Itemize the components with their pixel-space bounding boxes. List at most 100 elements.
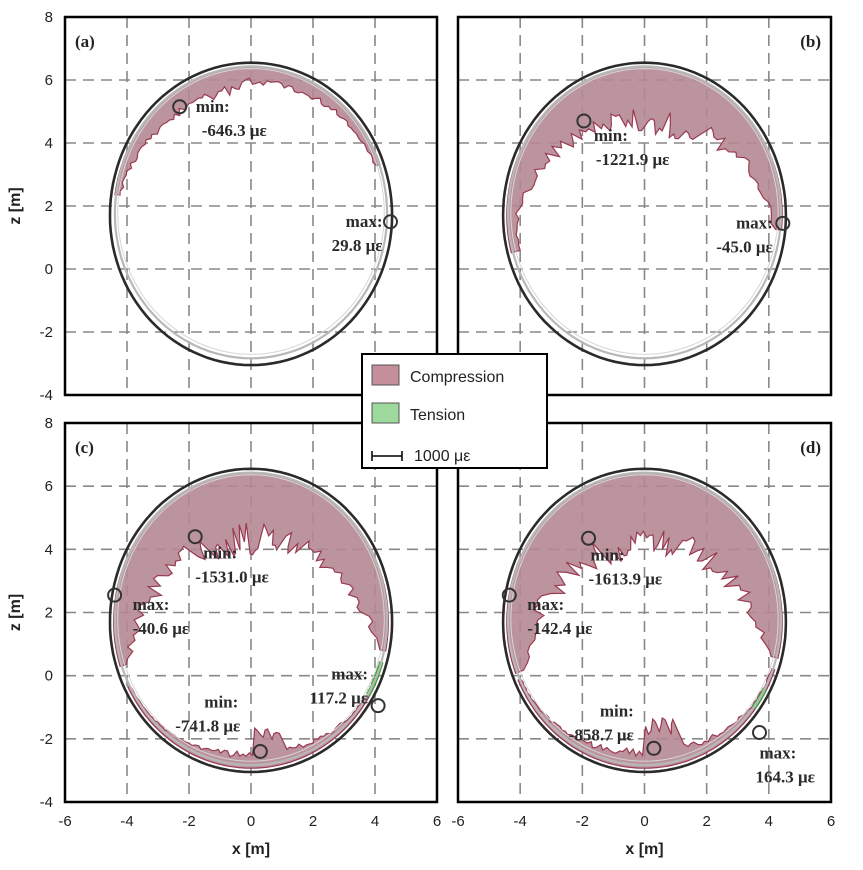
min-value: -1613.9 με <box>589 569 663 588</box>
max-marker <box>383 214 398 230</box>
compression-swatch <box>371 364 400 386</box>
y-tick-label: -2 <box>40 324 53 341</box>
max-value: 117.2 με <box>310 689 368 708</box>
max-value: 29.8 με <box>332 236 383 255</box>
panel-label: (c) <box>75 438 94 457</box>
max-value: -45.0 με <box>716 237 773 256</box>
max-label: max: <box>346 212 383 231</box>
plot-frame <box>63 15 439 397</box>
min-value: -1221.9 με <box>596 150 670 169</box>
min-marker <box>576 113 592 129</box>
x-tick-label: 4 <box>765 813 773 830</box>
y-tick-label: 0 <box>45 261 53 278</box>
outer-lining <box>108 61 394 367</box>
max-marker <box>370 698 386 714</box>
x-tick-label: -4 <box>120 813 133 830</box>
max-label: max: <box>760 744 797 763</box>
x-tick-label: 4 <box>371 813 379 830</box>
outer-lining <box>108 467 394 774</box>
y-tick-label: 8 <box>45 9 53 26</box>
plot-frame <box>456 15 833 397</box>
panel-b: (b) min: -1221.9 με max: -45.0 με <box>456 15 833 397</box>
min-label: min: <box>600 701 634 720</box>
inner-lining-edge <box>510 68 779 355</box>
max-marker <box>752 725 768 741</box>
y-tick-label: 8 <box>45 415 53 432</box>
inner-lining <box>113 471 389 767</box>
max-value: -40.6 με <box>133 619 190 638</box>
panel-label: (b) <box>800 32 821 51</box>
outer-lining <box>501 467 788 774</box>
max-value: 164.3 με <box>756 768 815 787</box>
min-label: min: <box>196 97 230 116</box>
y-tick-label: -4 <box>40 794 53 811</box>
max-label: max: <box>331 665 368 684</box>
x-tick-label: -6 <box>451 813 464 830</box>
min-marker <box>581 530 597 546</box>
outer-lining <box>501 61 788 367</box>
min-label: min: <box>203 544 237 563</box>
min-value: -741.8 με <box>175 716 240 735</box>
x-tick-label: 6 <box>827 813 835 830</box>
min-marker <box>187 529 203 545</box>
max-label: max: <box>133 595 170 614</box>
panel-a: (a) min: -646.3 με max: 29.8 με -4 -2 0 2 4 6 8 z [m… <box>7 9 439 404</box>
y-axis-label: z [m] <box>7 187 24 224</box>
min-value: -1531.0 με <box>195 568 269 587</box>
inner-lining-edge <box>117 68 385 355</box>
x-tick-label: -4 <box>513 813 526 830</box>
max-value: -142.4 με <box>527 619 592 638</box>
plot-frame <box>456 421 833 804</box>
max-label: max: <box>527 595 564 614</box>
y-tick-label: 4 <box>45 135 53 152</box>
x-tick-label: -6 <box>58 813 71 830</box>
panel-label: (d) <box>800 438 821 457</box>
panel-d: (d) min: -1613.9 με max: -142.4 με min: -858.7… <box>451 421 835 858</box>
y-tick-label: -2 <box>40 731 53 748</box>
inner-lining-edge <box>510 474 779 762</box>
y-tick-label: 2 <box>45 605 53 622</box>
x-tick-label: 0 <box>640 813 648 830</box>
y-tick-label: 0 <box>45 668 53 685</box>
y-axis-label: z [m] <box>7 594 24 631</box>
x-tick-label: -2 <box>576 813 589 830</box>
inner-lining <box>506 65 783 360</box>
panel-label: (a) <box>75 32 95 51</box>
legend: Compression Tension 1000 με <box>361 353 548 469</box>
max-marker <box>107 587 123 603</box>
scale-bar-label: 1000 με <box>414 448 470 465</box>
max-marker <box>775 215 791 231</box>
min-label: min: <box>204 692 238 711</box>
inner-lining-edge <box>117 474 385 762</box>
min-marker <box>172 99 188 115</box>
x-tick-label: 2 <box>702 813 710 830</box>
x-tick-label: 6 <box>433 813 441 830</box>
y-tick-label: 6 <box>45 478 53 495</box>
legend-tension-label: Tension <box>410 407 465 424</box>
y-tick-label: 6 <box>45 72 53 89</box>
x-axis-label: x [m] <box>232 841 270 858</box>
x-tick-label: 2 <box>309 813 317 830</box>
legend-compression-label: Compression <box>410 369 504 386</box>
inner-lining <box>113 65 389 360</box>
x-axis-label: x [m] <box>625 841 663 858</box>
min-label: min: <box>591 545 625 564</box>
x-tick-label: -2 <box>182 813 195 830</box>
max-label: max: <box>736 213 773 232</box>
y-tick-label: 2 <box>45 198 53 215</box>
min-label: min: <box>594 126 628 145</box>
max-marker <box>501 587 517 603</box>
plot-frame <box>63 421 439 804</box>
inner-lining <box>506 471 783 767</box>
y-tick-label: -4 <box>40 387 53 404</box>
x-tick-label: 0 <box>247 813 255 830</box>
min-value: -646.3 με <box>202 121 267 140</box>
min-marker <box>646 740 662 756</box>
min-marker <box>252 743 268 759</box>
min-value: -858.7 με <box>569 725 634 744</box>
panel-c: (c) min: -1531.0 με max: -40.6 με max: 117.2 μ… <box>7 415 441 858</box>
compression-band <box>517 668 776 769</box>
y-tick-label: 4 <box>45 541 53 558</box>
tension-swatch <box>371 402 400 424</box>
